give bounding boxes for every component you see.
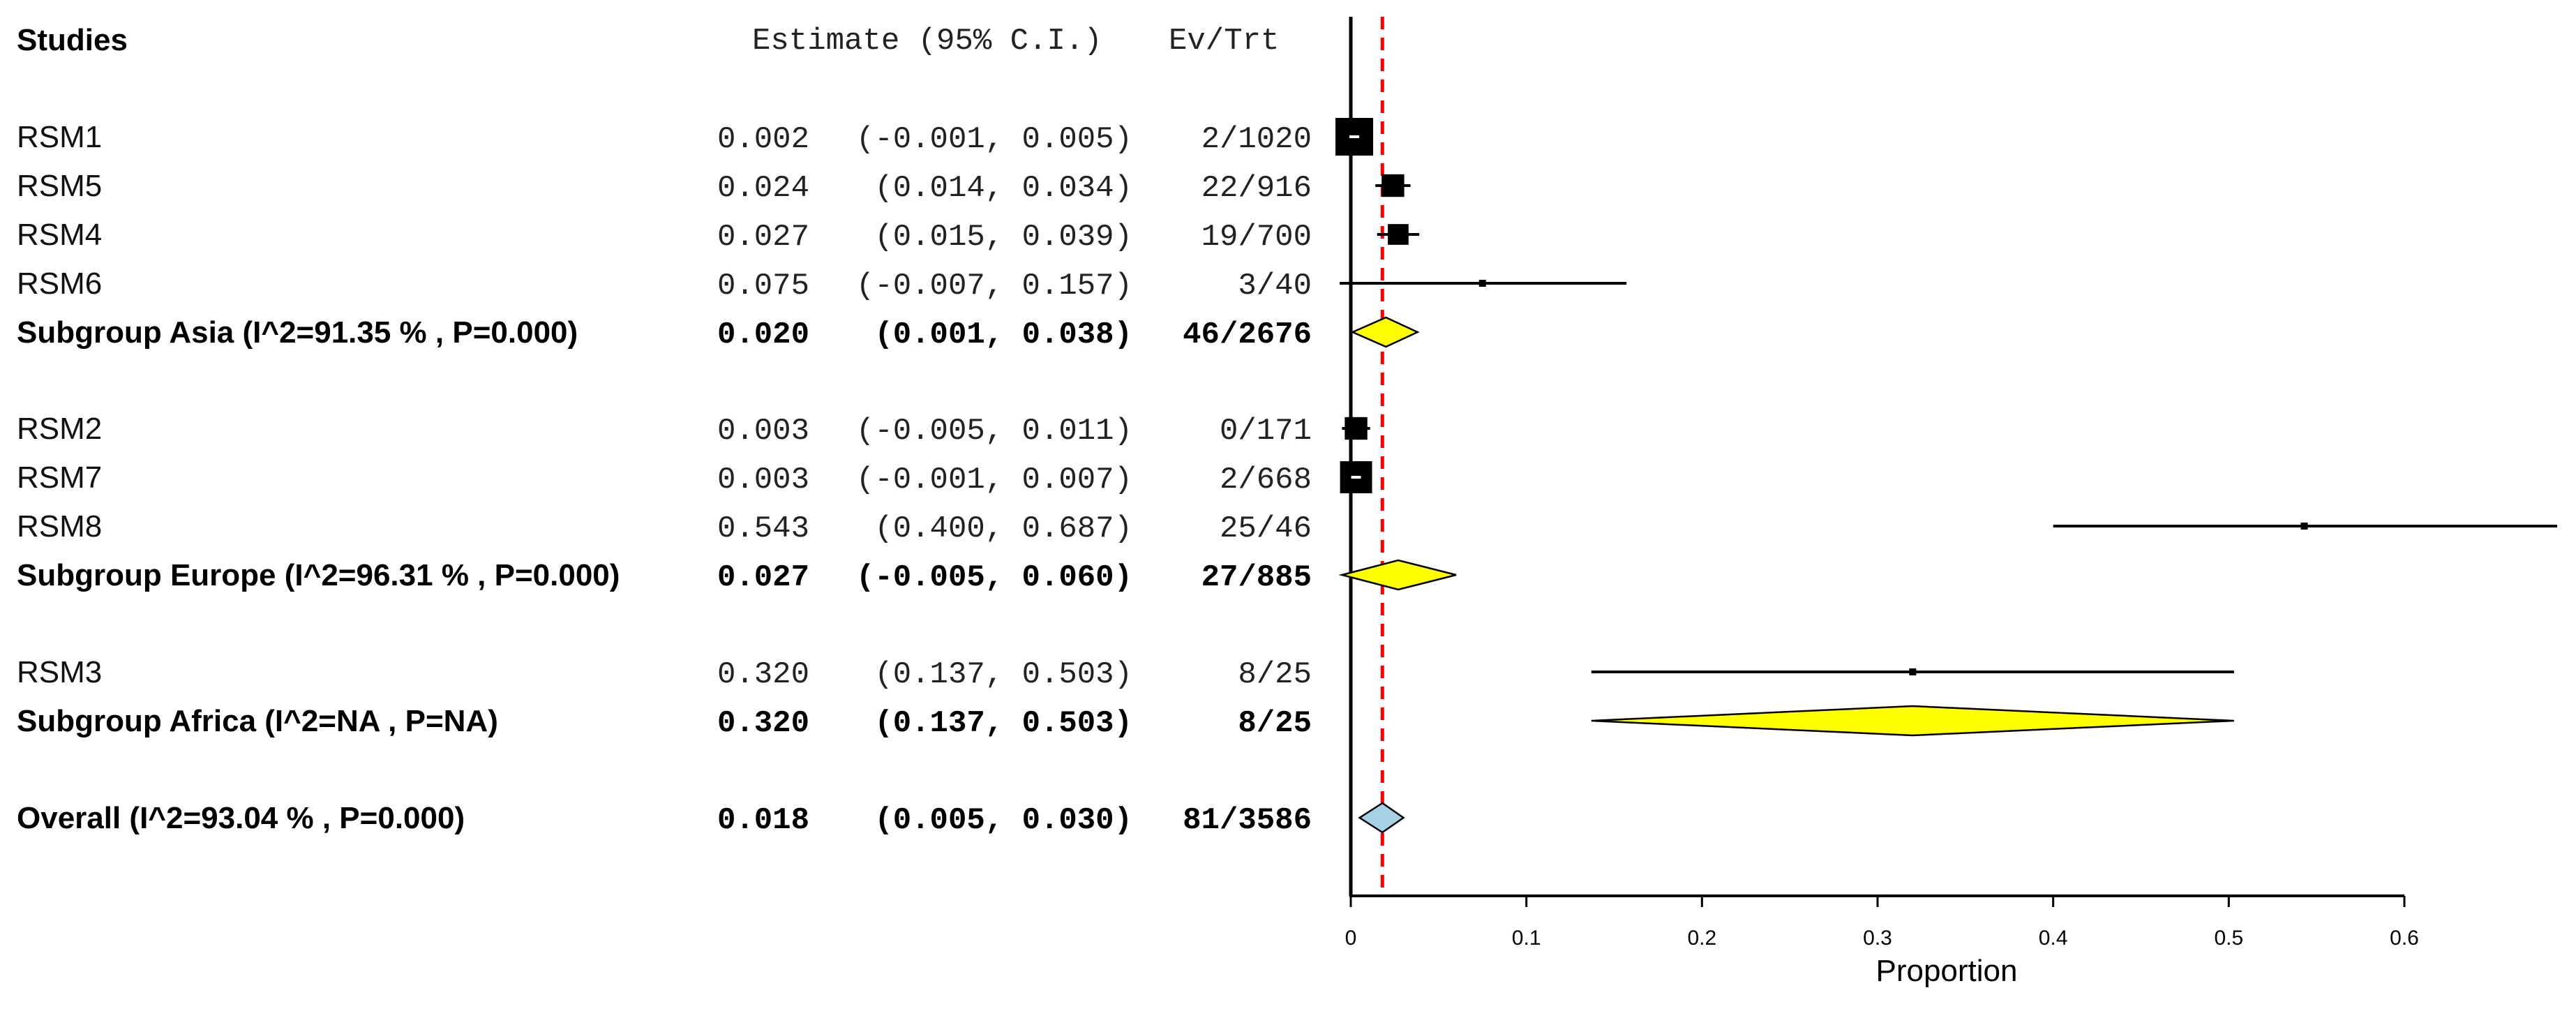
row-evtrt: 27/885 [1201,560,1312,595]
row-estimate: 0.003 [717,414,809,449]
x-tick-label: 0.6 [2390,927,2419,950]
estimate-square [1388,224,1409,245]
row-label: RSM1 [17,120,102,154]
x-tick-label: 0.4 [2039,927,2068,950]
row-ci: (-0.005, 0.060) [856,560,1132,595]
estimate-square [1345,417,1368,440]
row-evtrt: 46/2676 [1183,317,1312,352]
forest-row: Subgroup Africa (I^2=NA , P=NA) 0.320 (0.1… [17,704,2234,741]
estimate-header: Estimate (95% C.I.) [752,24,1102,59]
row-evtrt: 8/25 [1238,706,1312,741]
row-ci: (0.400, 0.687) [874,511,1132,546]
forest-row: Overall (I^2=93.04 % , P=0.000) 0.018 (0.0… [17,801,1405,838]
row-estimate: 0.543 [717,511,809,546]
estimate-square [2300,523,2308,530]
row-label: RSM7 [17,460,102,495]
row-estimate: 0.003 [717,463,809,497]
row-label: RSM5 [17,169,102,203]
row-estimate: 0.320 [717,706,809,741]
row-ci: (0.001, 0.038) [874,317,1132,352]
row-estimate: 0.027 [717,220,809,255]
row-ci: (-0.005, 0.011) [856,414,1132,449]
row-evtrt: 2/668 [1220,463,1312,497]
row-estimate: 0.020 [717,317,809,352]
row-estimate: 0.018 [717,803,809,838]
row-estimate: 0.320 [717,657,809,692]
x-tick-label: 0.2 [1687,927,1716,950]
estimate-square [1478,280,1486,287]
row-estimate: 0.027 [717,560,809,595]
forest-row: RSM4 0.027 (0.015, 0.039) 19/700 [17,218,1420,255]
pooled-diamond [1358,802,1405,834]
forest-row: RSM1 0.002 (-0.001, 0.005) 2/1020 [17,118,1374,157]
estimate-square [1381,174,1405,197]
studies-header: Studies [17,23,128,57]
row-evtrt: 19/700 [1201,220,1312,255]
forest-row: Subgroup Asia (I^2=91.35 % , P=0.000) 0.0… [17,315,1420,352]
forest-row: RSM8 0.543 (0.400, 0.687) 25/46 [17,509,2557,546]
x-axis-ticks: 0 0.1 0.2 0.3 0.4 0.5 0.6 [1345,896,2419,950]
x-tick-label: 0 [1345,927,1357,950]
row-label: Subgroup Asia (I^2=91.35 % , P=0.000) [17,315,578,350]
row-evtrt: 0/171 [1220,414,1312,449]
row-ci: (0.014, 0.034) [874,171,1132,206]
row-estimate: 0.024 [717,171,809,206]
row-evtrt: 22/916 [1201,171,1312,206]
row-ci: (0.005, 0.030) [874,803,1132,838]
row-ci: (-0.007, 0.157) [856,269,1132,304]
row-evtrt: 25/46 [1220,511,1312,546]
row-label: Overall (I^2=93.04 % , P=0.000) [17,801,465,835]
row-ci: (0.137, 0.503) [874,706,1132,741]
x-axis-label: Proportion [1875,954,2017,988]
row-ci: (-0.001, 0.005) [856,122,1132,157]
row-estimate: 0.002 [717,122,809,157]
row-evtrt: 2/1020 [1201,122,1312,157]
forest-row: RSM6 0.075 (-0.007, 0.157) 3/40 [17,267,1627,304]
x-tick-label: 0.1 [1512,927,1541,950]
forest-row: RSM7 0.003 (-0.001, 0.007) 2/668 [17,460,1372,497]
row-label: Subgroup Africa (I^2=NA , P=NA) [17,704,498,738]
pooled-diamond [1350,316,1420,348]
row-ci: (0.015, 0.039) [874,220,1132,255]
row-evtrt: 8/25 [1238,657,1312,692]
estimate-square [1909,668,1917,675]
forest-row: RSM2 0.003 (-0.005, 0.011) 0/171 [17,412,1370,449]
row-ci: (-0.001, 0.007) [856,463,1132,497]
row-evtrt: 81/3586 [1183,803,1312,838]
row-label: RSM6 [17,267,102,301]
x-tick-label: 0.5 [2214,927,2243,950]
rows-layer: RSM1 0.002 (-0.001, 0.005) 2/1020 RSM5 0.024 (… [17,118,2557,838]
row-label: RSM4 [17,218,102,252]
pooled-diamond [1338,559,1457,591]
pooled-diamond [1591,705,2234,737]
evtrt-header: Ev/Trt [1169,24,1279,59]
row-label: RSM2 [17,412,102,446]
row-evtrt: 3/40 [1238,269,1312,304]
row-label: Subgroup Europe (I^2=96.31 % , P=0.000) [17,558,620,592]
row-ci: (0.137, 0.503) [874,657,1132,692]
forest-row: Subgroup Europe (I^2=96.31 % , P=0.000) 0… [17,558,1457,595]
row-estimate: 0.075 [717,269,809,304]
row-label: RSM8 [17,509,102,544]
forest-row: RSM5 0.024 (0.014, 0.034) 22/916 [17,169,1411,206]
x-tick-label: 0.3 [1863,927,1892,950]
row-label: RSM3 [17,655,102,689]
forest-row: RSM3 0.320 (0.137, 0.503) 8/25 [17,655,2234,692]
